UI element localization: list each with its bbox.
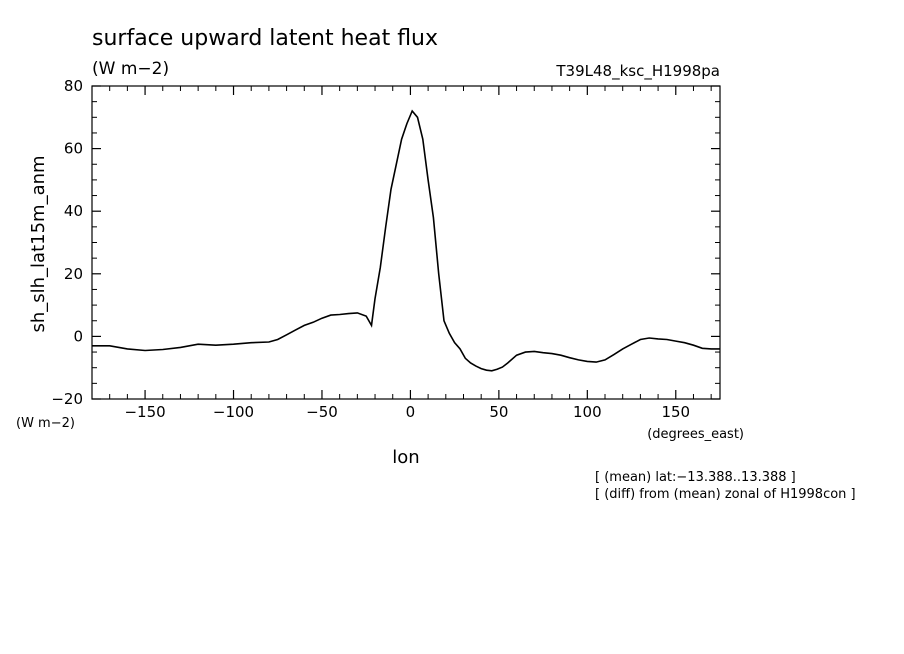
note-latitude-mean: [ (mean) lat:−13.388..13.388 ]	[595, 470, 796, 485]
run-label: T39L48_ksc_H1998pa	[555, 62, 720, 81]
y-tick-label: 20	[64, 265, 83, 283]
y-tick-label: 80	[64, 77, 83, 95]
x-axis-label: lon	[392, 447, 419, 468]
x-tick-label: 0	[406, 403, 416, 421]
y-tick-label: 0	[73, 327, 83, 345]
x-tick-label: −150	[124, 403, 165, 421]
y-axis-units: (W m−2)	[16, 416, 75, 431]
y-tick-label: 60	[64, 140, 83, 158]
series-line	[92, 109, 720, 372]
chart-units: (W m−2)	[92, 59, 169, 79]
x-tick-label: 100	[573, 403, 602, 421]
x-tick-label: −100	[213, 403, 254, 421]
chart-title: surface upward latent heat flux	[92, 26, 438, 51]
y-axis-ticks: −20 0 20 40 60 80	[51, 77, 720, 408]
x-axis-ticks: −150 −100 −50 0 50 100 150	[109, 86, 712, 421]
x-tick-label: 50	[489, 403, 508, 421]
x-tick-label: 150	[661, 403, 690, 421]
y-tick-label: −20	[51, 390, 83, 408]
note-diff-from-mean: [ (diff) from (mean) zonal of H1998con ]	[595, 487, 856, 502]
plot-frame	[91, 85, 721, 400]
y-tick-label: 40	[64, 202, 83, 220]
x-axis-units: (degrees_east)	[647, 427, 744, 442]
y-axis-label: sh_slh_lat15m_anm	[28, 155, 49, 332]
x-tick-label: −50	[306, 403, 338, 421]
